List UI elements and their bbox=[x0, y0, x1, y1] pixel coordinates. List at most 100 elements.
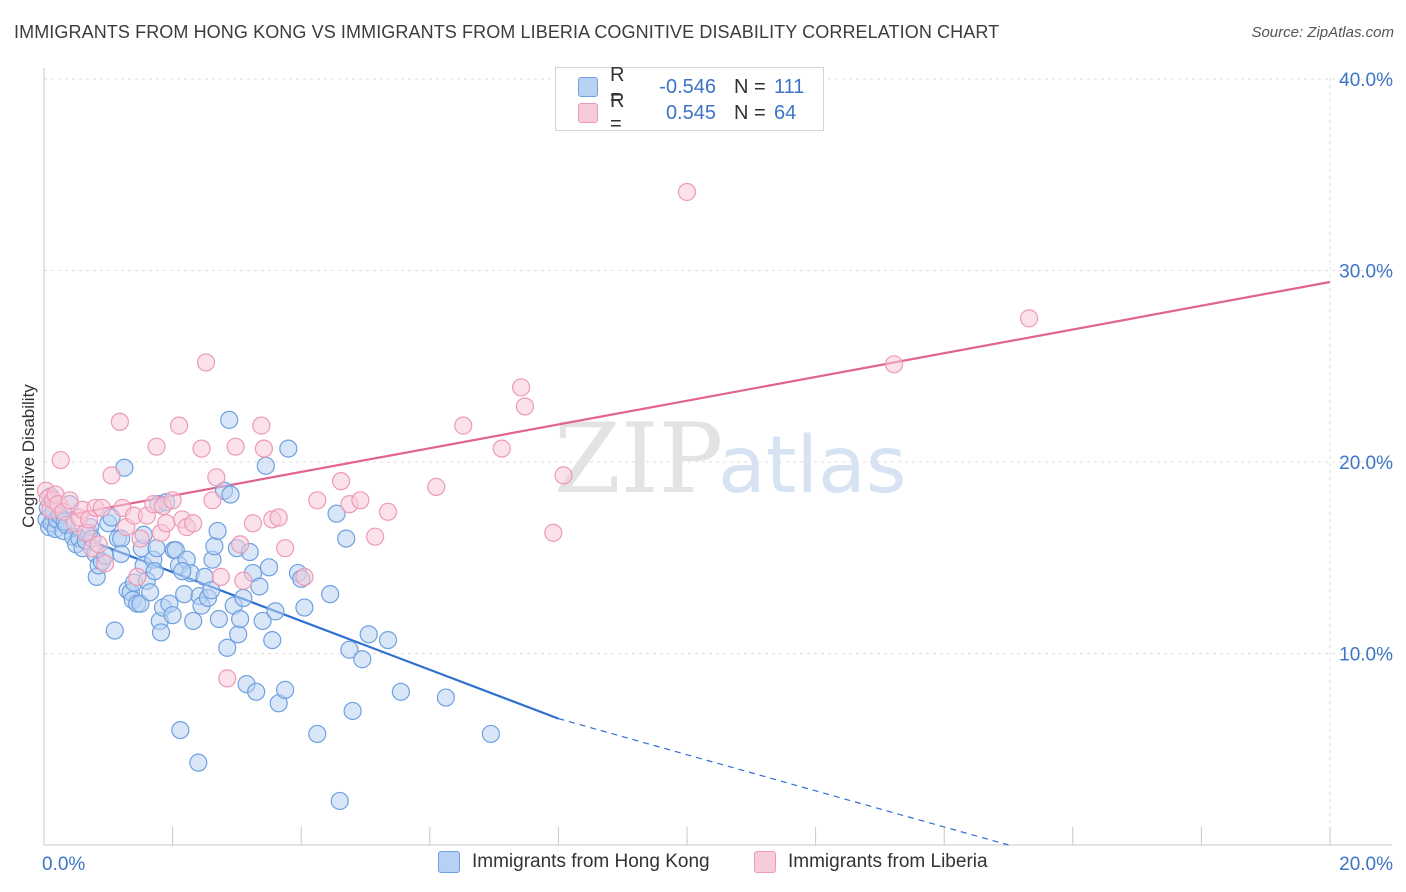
liberia-point-31 bbox=[157, 514, 176, 533]
hong-kong-point-84 bbox=[253, 611, 272, 631]
series-swatch-liberia bbox=[754, 851, 776, 873]
liberia-point-58 bbox=[378, 502, 398, 521]
liberia-point-36 bbox=[184, 514, 203, 533]
legend-swatch-liberia bbox=[578, 103, 598, 123]
legend-swatch-hong-kong bbox=[578, 77, 598, 97]
hong-kong-point-73 bbox=[221, 485, 240, 504]
hong-kong-point-102 bbox=[353, 650, 372, 669]
hong-kong-point-100 bbox=[340, 640, 359, 659]
hong-kong-point-82 bbox=[247, 682, 266, 701]
liberia-point-57 bbox=[366, 527, 385, 546]
liberia-point-43 bbox=[226, 437, 245, 456]
liberia-point-61 bbox=[492, 439, 511, 458]
hong-kong-point-78 bbox=[234, 588, 253, 608]
liberia-point-24 bbox=[128, 567, 147, 587]
y-tick-label-2: 30.0% bbox=[1339, 262, 1393, 283]
liberia-point-65 bbox=[544, 523, 563, 542]
hong-kong-point-98 bbox=[330, 791, 349, 811]
series-swatch-hong-kong bbox=[438, 851, 460, 873]
legend-row-liberia: R = 0.545 N = 64 bbox=[578, 90, 797, 135]
y-axis-label: Cognitive Disability bbox=[19, 384, 38, 528]
liberia-point-64 bbox=[554, 466, 573, 485]
trend-hong-kong-dashed bbox=[558, 718, 1009, 846]
hong-kong-point-67 bbox=[205, 537, 224, 556]
hong-kong-point-103 bbox=[359, 625, 378, 644]
legend-n-value: 64 bbox=[774, 101, 797, 124]
liberia-point-32 bbox=[163, 491, 182, 510]
liberia-point-46 bbox=[243, 514, 263, 533]
source-label: Source: ZipAtlas.com bbox=[1251, 24, 1394, 41]
hong-kong-point-27 bbox=[105, 621, 124, 640]
hong-kong-point-44 bbox=[147, 539, 166, 558]
liberia-point-40 bbox=[207, 468, 226, 487]
hong-kong-point-69 bbox=[209, 609, 228, 629]
trend-liberia-solid bbox=[43, 280, 1331, 521]
liberia-point-8 bbox=[60, 491, 79, 510]
liberia-point-37 bbox=[192, 439, 211, 458]
hong-kong-point-71 bbox=[218, 638, 237, 657]
hong-kong-point-94 bbox=[295, 598, 314, 617]
y-tick-labels: 10.0% 20.0% 30.0% 40.0% bbox=[1339, 70, 1393, 666]
hong-kong-point-47 bbox=[151, 623, 171, 642]
legend-n-value: 111 bbox=[774, 75, 805, 98]
axes bbox=[43, 68, 1392, 846]
liberia-point-63 bbox=[515, 397, 535, 416]
hong-kong-point-109 bbox=[173, 562, 192, 581]
liberia-point-41 bbox=[211, 567, 230, 587]
liberia-point-48 bbox=[254, 439, 274, 458]
hong-kong-point-68 bbox=[208, 521, 227, 541]
liberia-point-62 bbox=[512, 378, 531, 397]
hong-kong-point-55 bbox=[171, 720, 190, 740]
series-legend-liberia: Immigrants from Liberia bbox=[754, 851, 988, 873]
liberia-point-68 bbox=[1019, 309, 1039, 328]
liberia-point-44 bbox=[231, 535, 250, 554]
hong-kong-point-51 bbox=[163, 606, 182, 625]
legend-r-value: 0.545 bbox=[665, 101, 716, 124]
legend-r-label: R = bbox=[610, 90, 625, 135]
legend-r-label: R = bbox=[610, 64, 625, 109]
series-legend: Immigrants from Hong Kong Immigrants fro… bbox=[0, 851, 1406, 877]
hong-kong-point-41 bbox=[140, 583, 160, 602]
hong-kong-point-101 bbox=[343, 701, 362, 721]
liberia-point-51 bbox=[276, 539, 295, 558]
legend-row-hong-kong: R = -0.546 N = 111 bbox=[578, 64, 805, 109]
watermark-zip: ZIP bbox=[554, 403, 723, 515]
trend-line-liberia bbox=[43, 280, 1331, 521]
liberia-point-28 bbox=[147, 437, 166, 456]
legend-r-value: -0.546 bbox=[659, 75, 716, 98]
y-tick-label-1: 20.0% bbox=[1339, 453, 1393, 474]
legend-n-label: N = bbox=[734, 75, 766, 98]
series-legend-hong-kong: Immigrants from Hong Kong bbox=[438, 851, 710, 873]
liberia-point-39 bbox=[203, 491, 222, 510]
hong-kong-point-60 bbox=[189, 753, 208, 772]
liberia-point-38 bbox=[196, 353, 216, 372]
liberia-point-56 bbox=[351, 491, 370, 510]
hong-kong-point-72 bbox=[220, 410, 239, 429]
series-label-hong-kong: Immigrants from Hong Kong bbox=[472, 851, 710, 872]
x-tick-min: 0.0% bbox=[42, 854, 85, 875]
hong-kong-point-85 bbox=[256, 456, 275, 475]
hong-kong-point-104 bbox=[378, 630, 398, 650]
hong-kong-point-96 bbox=[321, 585, 340, 604]
liberia-point-47 bbox=[252, 416, 271, 435]
hong-kong-point-88 bbox=[266, 602, 285, 621]
hong-kong-point-86 bbox=[259, 558, 279, 577]
liberia-point-20 bbox=[110, 412, 129, 431]
y-tick-label-0: 10.0% bbox=[1339, 645, 1393, 666]
hong-kong-point-106 bbox=[436, 688, 455, 707]
points-liberia bbox=[36, 182, 1039, 688]
hong-kong-point-107 bbox=[481, 724, 500, 744]
liberia-point-52 bbox=[295, 567, 314, 587]
watermark: ZIP atlas bbox=[554, 403, 907, 515]
correlation-legend: R = -0.546 N = 111 R = 0.545 N = 64 bbox=[555, 64, 824, 135]
liberia-point-60 bbox=[454, 416, 473, 435]
watermark-atlas: atlas bbox=[718, 421, 907, 511]
liberia-point-17 bbox=[92, 498, 111, 518]
hong-kong-point-87 bbox=[263, 630, 282, 650]
liberia-point-42 bbox=[218, 669, 237, 688]
hong-kong-point-83 bbox=[250, 577, 269, 596]
liberia-point-66 bbox=[677, 182, 697, 202]
chart-title: IMMIGRANTS FROM HONG KONG VS IMMIGRANTS … bbox=[14, 22, 1000, 42]
liberia-point-6 bbox=[51, 450, 70, 470]
